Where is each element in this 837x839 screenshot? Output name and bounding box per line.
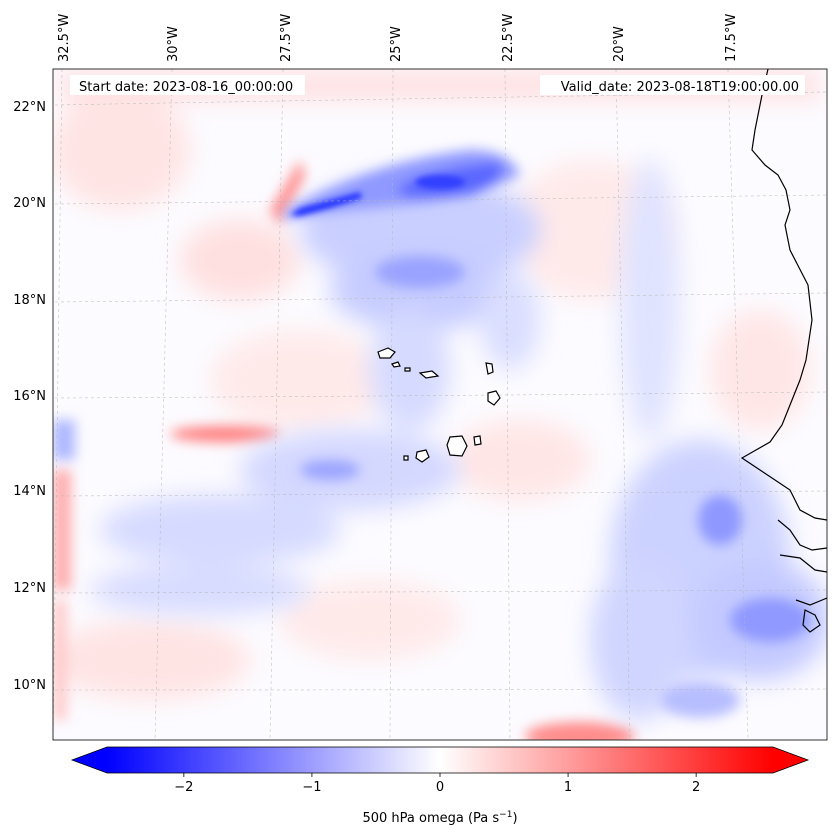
lat-label: 14°N [13, 484, 46, 499]
colorbar-extend-max [773, 747, 808, 773]
lat-label: 20°N [13, 196, 46, 211]
cape-verde-islands [377, 347, 501, 463]
colorbar-extend-min [72, 747, 107, 773]
lon-label: 25°W [389, 26, 404, 62]
colorbar-gradient [107, 747, 773, 773]
colorbar-label-sup: −1 [499, 810, 512, 820]
colorbar-tick-label: 0 [436, 780, 444, 795]
colorbar-tick-label: 2 [692, 780, 700, 795]
colorbar-tick-label: −2 [174, 780, 193, 795]
colorbar: −2 −1 0 1 2 500 hPa omega (Pa s−1) [70, 746, 810, 826]
valid-date-box [540, 75, 805, 95]
latitude-labels: 22°N 20°N 18°N 16°N 14°N 12°N 10°N [13, 100, 46, 693]
colorbar-outline [70, 746, 810, 774]
lat-label: 12°N [13, 581, 46, 596]
colorbar-ticks [183, 773, 697, 777]
colorbar-label-main: 500 hPa omega (Pa s [362, 811, 499, 826]
coastline [740, 69, 827, 633]
colorbar-tick-labels: −2 −1 0 1 2 [174, 780, 700, 795]
lon-label: 27.5°W [279, 14, 294, 62]
lat-label: 22°N [13, 100, 46, 115]
valid-date: Valid_date: 2023-08-18T19:00:00.00 [561, 80, 799, 95]
colorbar-label-end: ) [512, 811, 517, 826]
lon-label: 20°W [612, 26, 627, 62]
colorbar-label: 500 hPa omega (Pa s−1) [362, 810, 517, 826]
lat-label: 16°N [13, 389, 46, 404]
lon-label: 30°W [166, 26, 181, 62]
lon-label: 32.5°W [57, 14, 72, 62]
colorbar-tick-label: 1 [564, 780, 572, 795]
longitude-labels: 32.5°W 30°W 27.5°W 25°W 22.5°W 20°W 17.5… [57, 14, 739, 62]
start-date: Start date: 2023-08-16_00:00:00 [79, 80, 293, 95]
lat-label: 18°N [13, 293, 46, 308]
lon-label: 22.5°W [501, 14, 516, 62]
lat-label: 10°N [13, 678, 46, 693]
lon-label: 17.5°W [724, 14, 739, 62]
start-date-box [70, 75, 305, 95]
colorbar-tick-label: −1 [302, 780, 321, 795]
map-panel [53, 69, 827, 740]
map-frame [52, 68, 828, 741]
